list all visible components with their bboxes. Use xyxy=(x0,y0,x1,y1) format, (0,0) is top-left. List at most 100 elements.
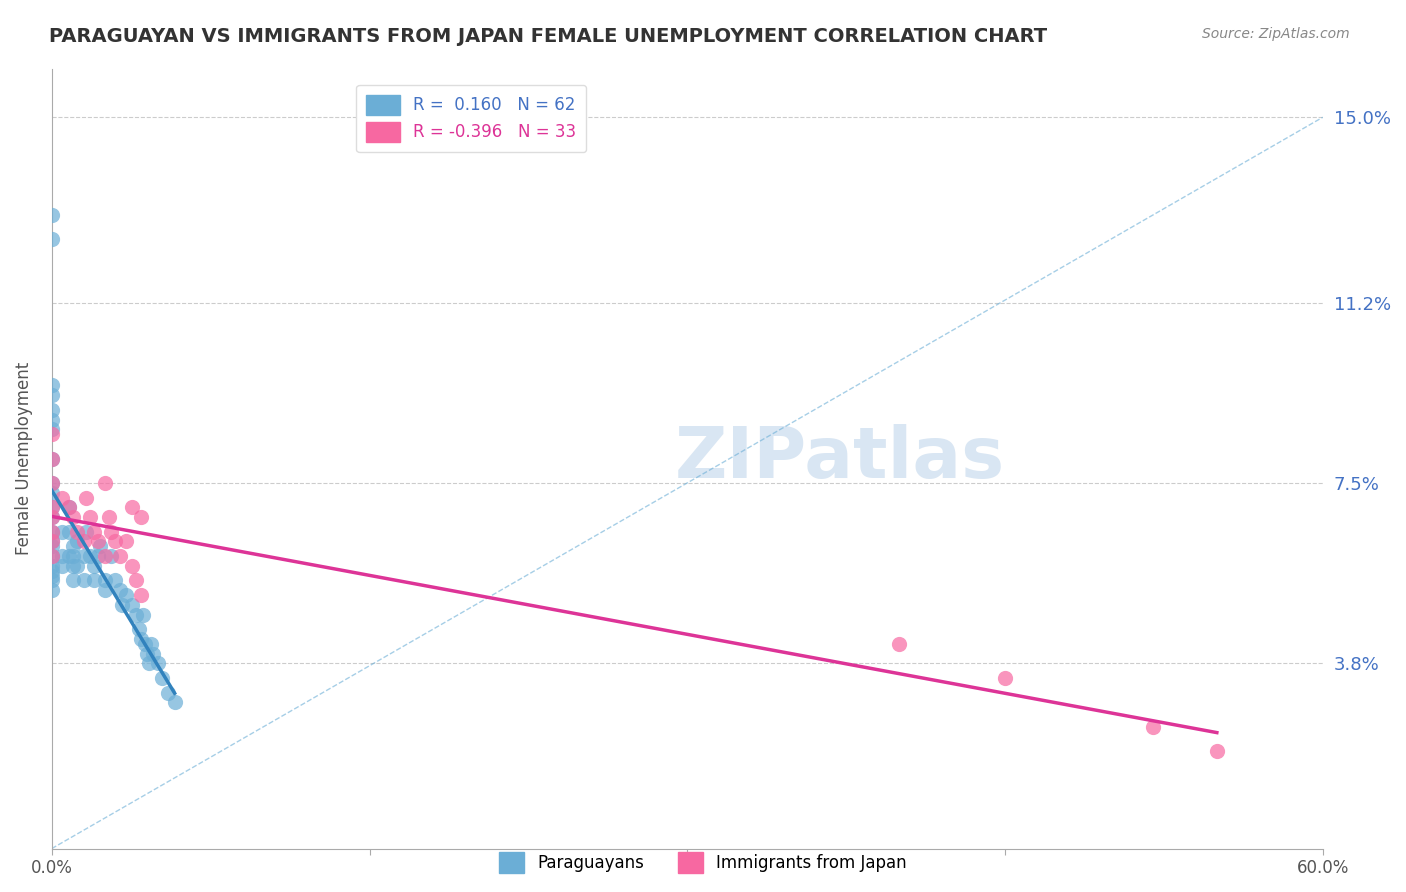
Point xyxy=(75,524,97,539)
Point xyxy=(141,637,163,651)
Point xyxy=(66,534,89,549)
Point xyxy=(62,549,84,563)
Point xyxy=(93,574,115,588)
Point xyxy=(41,534,63,549)
Point xyxy=(100,524,122,539)
Point xyxy=(1205,744,1227,758)
Point xyxy=(72,534,94,549)
Point xyxy=(115,534,138,549)
Point xyxy=(41,475,63,490)
Point xyxy=(72,549,94,563)
Legend: Paraguayans, Immigrants from Japan: Paraguayans, Immigrants from Japan xyxy=(492,846,914,880)
Point xyxy=(41,539,63,553)
Point xyxy=(136,647,159,661)
Point xyxy=(87,549,110,563)
Point xyxy=(41,500,63,515)
Point xyxy=(58,500,80,515)
Point xyxy=(51,491,73,505)
Point xyxy=(66,524,89,539)
Point xyxy=(146,657,169,671)
Point xyxy=(128,622,150,636)
Point xyxy=(93,583,115,598)
Point xyxy=(93,475,115,490)
Point xyxy=(41,402,63,417)
Point xyxy=(41,388,63,402)
Point xyxy=(125,607,148,622)
Point xyxy=(89,539,111,553)
Point xyxy=(62,510,84,524)
Y-axis label: Female Unemployment: Female Unemployment xyxy=(15,362,32,555)
Point xyxy=(41,412,63,426)
Point xyxy=(125,574,148,588)
Point xyxy=(41,427,63,442)
Point xyxy=(41,485,63,500)
Point xyxy=(41,568,63,582)
Point xyxy=(41,208,63,222)
Point xyxy=(41,564,63,578)
Point xyxy=(1142,720,1164,734)
Point xyxy=(62,539,84,553)
Point xyxy=(79,549,101,563)
Point xyxy=(157,685,180,699)
Point xyxy=(121,598,143,612)
Point xyxy=(83,574,105,588)
Point xyxy=(41,549,63,563)
Point xyxy=(62,574,84,588)
Point xyxy=(41,510,63,524)
Point xyxy=(79,510,101,524)
Point xyxy=(132,607,155,622)
Point xyxy=(129,632,152,646)
Text: PARAGUAYAN VS IMMIGRANTS FROM JAPAN FEMALE UNEMPLOYMENT CORRELATION CHART: PARAGUAYAN VS IMMIGRANTS FROM JAPAN FEMA… xyxy=(49,27,1047,45)
Point xyxy=(87,534,110,549)
Point xyxy=(138,657,160,671)
Point xyxy=(41,524,63,539)
Point xyxy=(83,558,105,573)
Point xyxy=(41,549,63,563)
Text: ZIPatlas: ZIPatlas xyxy=(675,424,1005,493)
Text: Source: ZipAtlas.com: Source: ZipAtlas.com xyxy=(1202,27,1350,41)
Point xyxy=(41,451,63,466)
Point xyxy=(163,695,186,709)
Point xyxy=(83,524,105,539)
Point xyxy=(58,500,80,515)
Point xyxy=(129,588,152,602)
Point xyxy=(41,558,63,573)
Point xyxy=(129,510,152,524)
Point xyxy=(41,534,63,549)
Point xyxy=(51,549,73,563)
Point xyxy=(93,549,115,563)
Point xyxy=(887,637,910,651)
Point xyxy=(62,558,84,573)
Point xyxy=(108,549,131,563)
Point xyxy=(41,583,63,598)
Point xyxy=(41,451,63,466)
Point xyxy=(994,671,1017,685)
Point xyxy=(41,524,63,539)
Point xyxy=(121,500,143,515)
Point xyxy=(104,574,127,588)
Point xyxy=(41,232,63,246)
Point xyxy=(41,378,63,392)
Point xyxy=(104,534,127,549)
Point xyxy=(75,491,97,505)
Point xyxy=(41,510,63,524)
Point xyxy=(66,558,89,573)
Point xyxy=(100,549,122,563)
Point xyxy=(142,647,165,661)
Point xyxy=(72,574,94,588)
Point xyxy=(115,588,138,602)
Point xyxy=(108,583,131,598)
Point xyxy=(41,500,63,515)
Point xyxy=(150,671,173,685)
Point xyxy=(97,510,120,524)
Point xyxy=(111,598,134,612)
Point xyxy=(121,558,143,573)
Point xyxy=(51,524,73,539)
Point xyxy=(134,637,156,651)
Point xyxy=(51,558,73,573)
Point xyxy=(58,524,80,539)
Point xyxy=(41,574,63,588)
Point xyxy=(41,475,63,490)
Point xyxy=(41,422,63,436)
Legend: R =  0.160   N = 62, R = -0.396   N = 33: R = 0.160 N = 62, R = -0.396 N = 33 xyxy=(356,85,586,152)
